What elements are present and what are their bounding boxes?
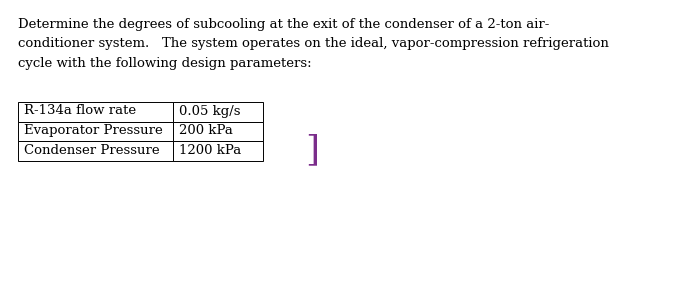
Text: 200 kPa: 200 kPa <box>179 124 233 137</box>
Text: R-134a flow rate: R-134a flow rate <box>24 104 136 118</box>
Text: Determine the degrees of subcooling at the exit of the condenser of a 2-ton air-: Determine the degrees of subcooling at t… <box>18 18 549 31</box>
Text: Evaporator Pressure: Evaporator Pressure <box>24 124 163 137</box>
Text: 0.05 kg/s: 0.05 kg/s <box>179 104 240 118</box>
Bar <box>173 141 263 161</box>
Text: cycle with the following design parameters:: cycle with the following design paramete… <box>18 57 311 70</box>
Text: conditioner system.   The system operates on the ideal, vapor-compression refrig: conditioner system. The system operates … <box>18 38 609 51</box>
Bar <box>18 141 173 161</box>
Bar <box>18 102 173 121</box>
Bar <box>18 121 173 141</box>
Text: ]: ] <box>305 133 319 167</box>
Text: Condenser Pressure: Condenser Pressure <box>24 143 160 156</box>
Text: 1200 kPa: 1200 kPa <box>179 143 241 156</box>
Bar <box>173 102 263 121</box>
Bar <box>173 121 263 141</box>
